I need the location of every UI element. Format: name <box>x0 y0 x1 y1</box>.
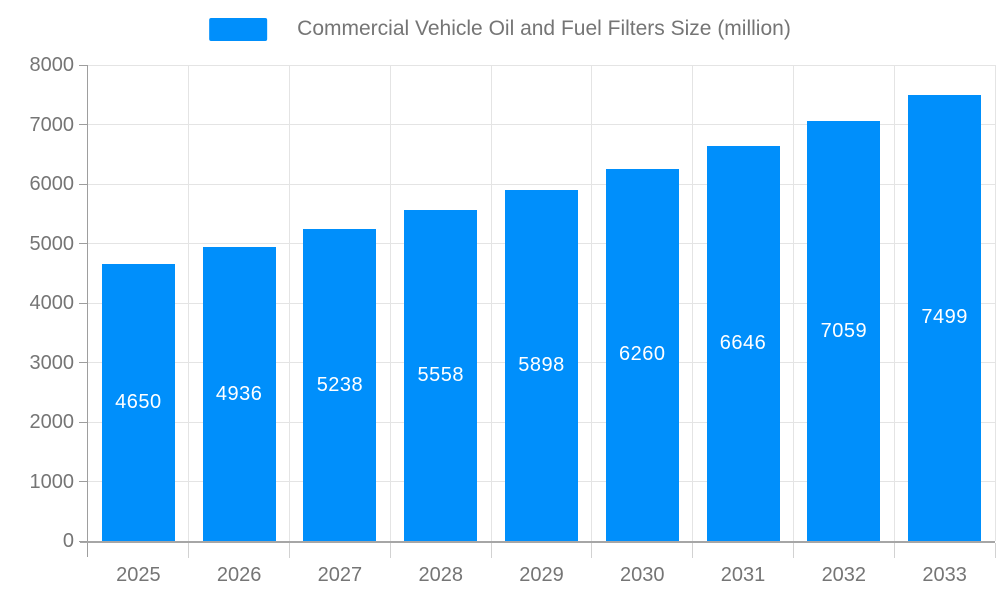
gridline-horizontal <box>88 183 995 185</box>
x-axis-tick <box>389 543 391 558</box>
bar-value-label: 6260 <box>619 343 666 366</box>
y-axis-tick <box>79 540 87 542</box>
y-axis-tick <box>79 421 87 423</box>
y-axis-tick-label: 4000 <box>29 292 75 314</box>
x-axis-tick <box>893 543 895 558</box>
bar-value-label: 5898 <box>518 354 565 377</box>
bar-value-label: 7499 <box>921 306 968 329</box>
bar-value-label: 5238 <box>316 373 364 396</box>
y-axis-tick-label: 0 <box>62 530 74 552</box>
gridline-vertical <box>792 65 794 541</box>
plot-area: 4650 4936 5238 5558 5898 6260 6646 7059 7499 <box>88 64 996 541</box>
y-axis-tick-label: 2000 <box>29 411 75 433</box>
bar-value-label: 4936 <box>215 382 263 405</box>
x-axis-tick <box>490 543 492 558</box>
chart-legend[interactable]: Commercial Vehicle Oil and Fuel Filters … <box>209 17 791 41</box>
x-axis-tick-label: 2031 <box>720 564 766 586</box>
bar-2032[interactable]: 7059 <box>807 121 881 541</box>
x-axis-tick-label: 2026 <box>216 564 262 586</box>
bar-2026[interactable]: 4936 <box>202 247 276 541</box>
gridline-horizontal <box>88 124 995 125</box>
x-axis-tick <box>289 543 291 558</box>
gridline-vertical <box>188 65 190 541</box>
legend-label: Commercial Vehicle Oil and Fuel Filters … <box>297 17 791 40</box>
y-axis-tick <box>79 64 87 66</box>
x-axis-tick-label: 2025 <box>116 564 161 586</box>
gridline-vertical <box>490 65 492 541</box>
y-axis-tick-label: 3000 <box>29 351 75 374</box>
x-axis-tick-label: 2027 <box>317 564 363 586</box>
y-axis-tick <box>79 362 87 363</box>
y-axis-tick <box>79 302 87 304</box>
y-axis-tick <box>79 124 87 125</box>
y-axis-tick-label: 6000 <box>29 173 75 195</box>
y-axis-line <box>87 65 88 557</box>
gridline-vertical <box>893 65 895 541</box>
bar-2033[interactable]: 7499 <box>908 94 982 541</box>
y-axis-tick <box>79 243 87 244</box>
y-axis-tick-label: 5000 <box>29 232 75 255</box>
bar-2030[interactable]: 6260 <box>605 168 679 541</box>
x-axis-tick-label: 2030 <box>620 564 665 586</box>
gridline-vertical <box>389 65 391 541</box>
y-axis-tick-label: 1000 <box>29 470 75 493</box>
x-axis-tick <box>692 543 694 558</box>
x-axis-tick <box>792 543 794 558</box>
x-axis-tick <box>188 543 190 558</box>
x-axis-tick <box>994 543 996 558</box>
bar-value-label: 5558 <box>417 364 464 387</box>
y-axis-tick-label: 8000 <box>29 54 75 76</box>
bar-2028[interactable]: 5558 <box>404 210 478 541</box>
gridline-horizontal <box>88 64 995 66</box>
gridline-vertical <box>994 65 996 541</box>
bar-2025[interactable]: 4650 <box>101 264 175 541</box>
bar-2031[interactable]: 6646 <box>706 145 780 541</box>
y-axis-tick-label: 7000 <box>29 113 75 136</box>
x-axis-line <box>80 541 995 543</box>
x-axis-tick-label: 2029 <box>519 564 564 586</box>
bar-value-label: 6646 <box>719 331 767 354</box>
gridline-vertical <box>591 65 593 541</box>
gridline-vertical <box>692 65 694 541</box>
gridline-vertical <box>289 65 291 541</box>
x-axis-tick-label: 2028 <box>418 564 463 586</box>
bar-value-label: 7059 <box>820 319 868 342</box>
bar-2027[interactable]: 5238 <box>303 229 377 541</box>
y-axis-tick <box>79 481 87 482</box>
x-axis-tick-label: 2032 <box>821 564 867 586</box>
x-axis-tick-label: 2033 <box>922 564 967 586</box>
y-axis-tick <box>79 183 87 185</box>
x-axis-tick <box>591 543 593 558</box>
legend-swatch <box>209 17 268 41</box>
bar-value-label: 4650 <box>115 391 162 414</box>
bar-2029[interactable]: 5898 <box>505 190 578 541</box>
